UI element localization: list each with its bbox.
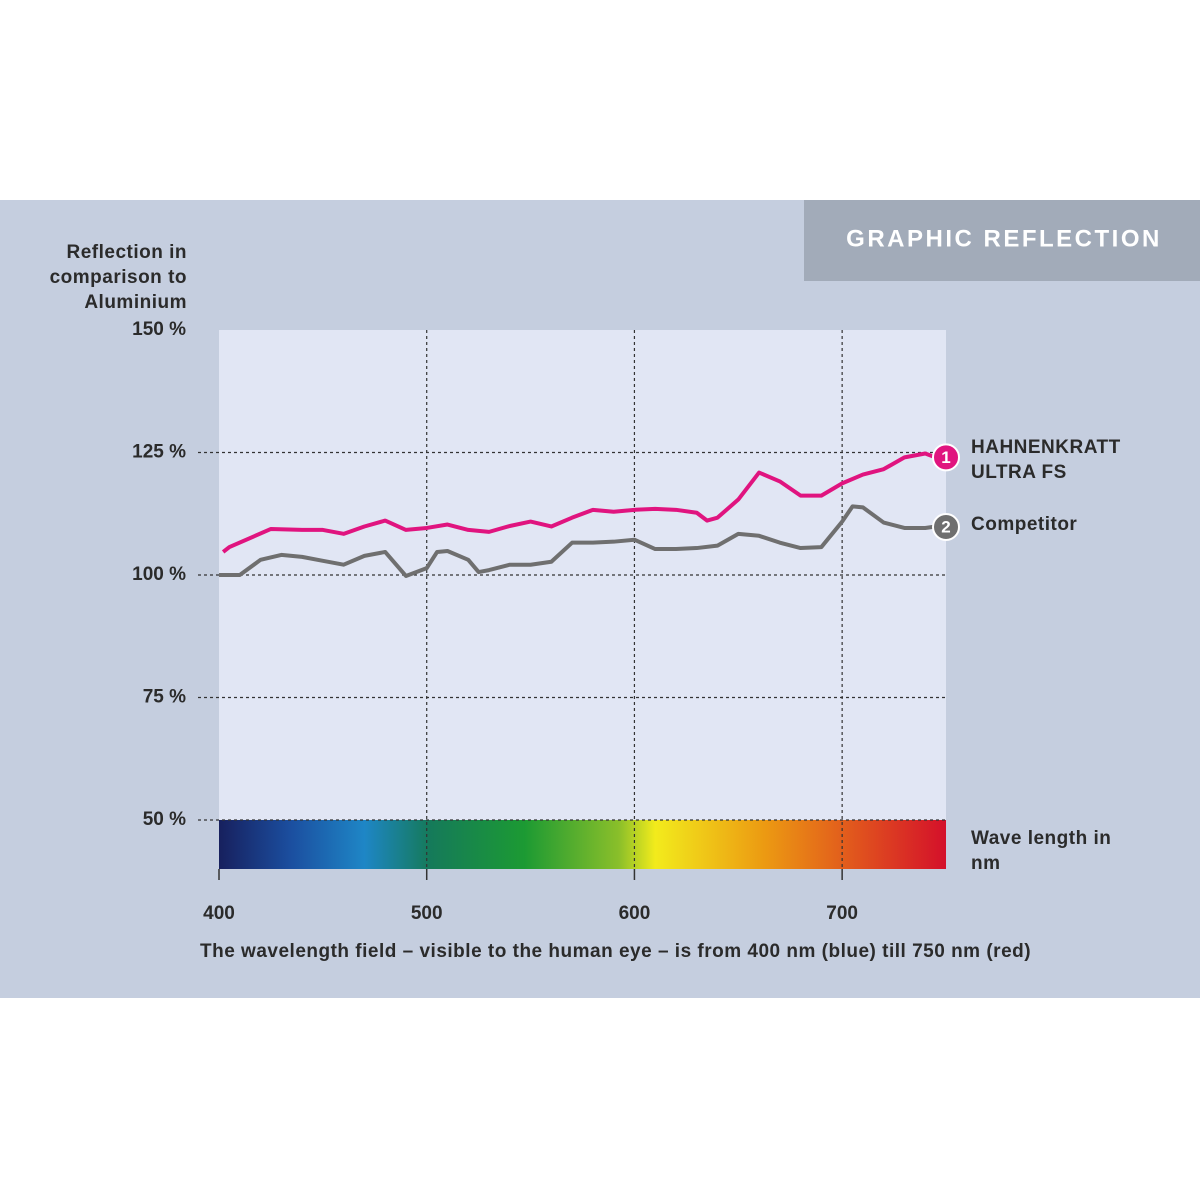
y-tick-label: 75 % [143, 687, 186, 708]
x-tick-label: 700 [826, 903, 858, 924]
x-tick-label: 500 [411, 903, 443, 924]
legend-marker [932, 443, 960, 472]
legend-marker [932, 513, 960, 541]
y-axis-label: Reflection in comparison to Aluminium [49, 242, 187, 313]
band-label: Wave length in nm [971, 828, 1112, 874]
x-tick-label: 400 [203, 903, 235, 924]
x-axis-label: The wavelength field – visible to the hu… [200, 941, 1032, 962]
legend-number: 2 [941, 517, 950, 536]
series-line [221, 451, 937, 554]
series-line [219, 504, 936, 578]
y-tick-label: 125 % [132, 442, 186, 463]
x-tick-label: 600 [619, 903, 651, 924]
legend-number: 1 [941, 448, 950, 467]
y-tick-label: 100 % [132, 564, 186, 585]
y-tick-label: 50 % [143, 809, 186, 830]
spectrum-band [219, 820, 946, 869]
plot-area [219, 330, 946, 869]
y-tick-label: 150 % [132, 319, 186, 340]
title-box [804, 200, 1200, 281]
chart-title: GRAPHIC REFLECTION [846, 225, 1162, 252]
legend-label: Competitor [971, 514, 1078, 535]
legend-label: HAHNENKRATT ULTRA FS [971, 437, 1121, 483]
